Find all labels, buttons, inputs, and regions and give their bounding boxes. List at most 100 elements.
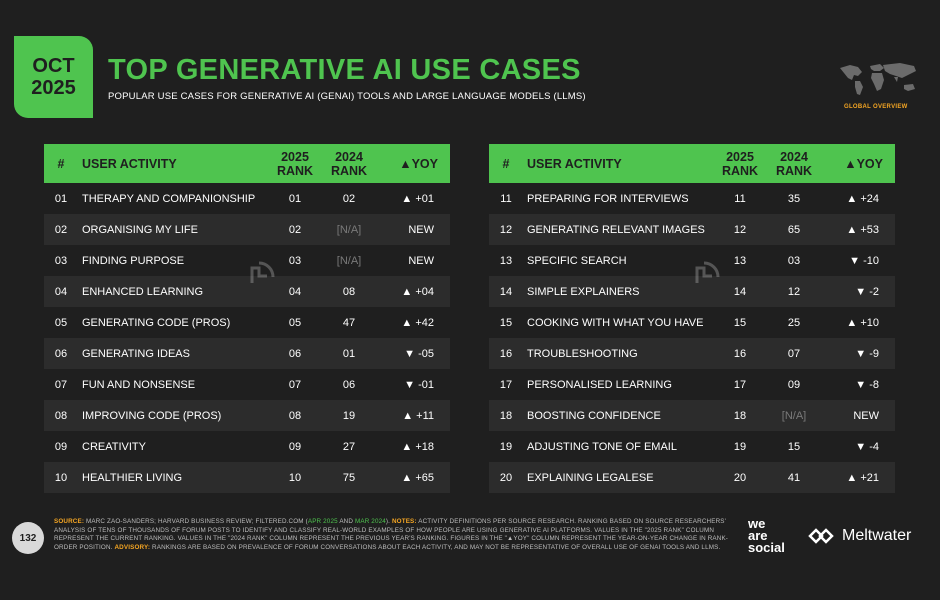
header-yoy: ▲YOY <box>399 156 438 171</box>
user-activity: FINDING PURPOSE <box>82 254 185 267</box>
user-activity: SPECIFIC SEARCH <box>527 254 627 267</box>
right-ranking-table: # USER ACTIVITY 2025 RANK 2024 RANK ▲YOY 1… <box>489 144 895 493</box>
yoy-change: ▼ -9 <box>855 347 879 360</box>
rank-2025: 17 <box>733 378 747 391</box>
header-2024-rank: 2024 RANK <box>330 149 368 178</box>
table-row: 04 ENHANCED LEARNING 04 08 ▲ +04 <box>44 276 450 307</box>
rank-2024: 75 <box>342 471 356 484</box>
table-row: 10 HEALTHIER LIVING 10 75 ▲ +65 <box>44 462 450 493</box>
user-activity: GENERATING RELEVANT IMAGES <box>527 223 705 236</box>
rank-number: 12 <box>499 223 513 236</box>
rank-2025: 01 <box>288 192 302 205</box>
user-activity: EXPLAINING LEGALESE <box>527 471 654 484</box>
watermark-icon <box>695 261 720 283</box>
rank-number: 16 <box>499 347 513 360</box>
table-row: 20 EXPLAINING LEGALESE 20 41 ▲ +21 <box>489 462 895 493</box>
rank-2024: 15 <box>787 440 801 453</box>
yoy-change: ▼ -10 <box>849 254 879 267</box>
page-subtitle: POPULAR USE CASES FOR GENERATIVE AI (GEN… <box>108 91 586 102</box>
table-row: 01 THERAPY AND COMPANIONSHIP 01 02 ▲ +01 <box>44 183 450 214</box>
rank-2025: 19 <box>733 440 747 453</box>
rank-2025: 11 <box>734 192 746 205</box>
rank-2025: 02 <box>288 223 302 236</box>
yoy-change: ▼ -01 <box>404 378 434 391</box>
user-activity: BOOSTING CONFIDENCE <box>527 409 661 422</box>
yoy-change: ▲ +65 <box>401 471 434 484</box>
table-row: 05 GENERATING CODE (PROS) 05 47 ▲ +42 <box>44 307 450 338</box>
user-activity: ENHANCED LEARNING <box>82 285 204 298</box>
rank-2025: 06 <box>288 347 302 360</box>
table-row: 07 FUN AND NONSENSE 07 06 ▼ -01 <box>44 369 450 400</box>
table-row: 18 BOOSTING CONFIDENCE 18 [N/A] NEW <box>489 400 895 431</box>
rank-2025: 07 <box>288 378 302 391</box>
rank-2024: 02 <box>342 192 356 205</box>
rank-2024: [N/A] <box>336 223 362 236</box>
rank-number: 11 <box>500 192 512 205</box>
rank-number: 06 <box>54 347 68 360</box>
rank-2024: [N/A] <box>781 409 807 422</box>
rank-2025: 08 <box>288 409 302 422</box>
yoy-change: ▲ +01 <box>401 192 434 205</box>
header-num: # <box>57 156 65 171</box>
yoy-change: NEW <box>853 409 879 422</box>
badge-month: OCT <box>32 55 75 77</box>
footer-notes: SOURCE: MARC ZAO-SANDERS; HARVARD BUSINE… <box>54 518 729 551</box>
rank-2025: 14 <box>733 285 747 298</box>
rank-2025: 03 <box>288 254 302 267</box>
user-activity: PREPARING FOR INTERVIEWS <box>527 192 689 205</box>
yoy-change: NEW <box>408 223 434 236</box>
table-row: 09 CREATIVITY 09 27 ▲ +18 <box>44 431 450 462</box>
table-row: 02 ORGANISING MY LIFE 02 [N/A] NEW <box>44 214 450 245</box>
yoy-change: ▲ +11 <box>402 409 434 422</box>
rank-2024: 12 <box>787 285 801 298</box>
rank-number: 03 <box>54 254 68 267</box>
rank-2024: 27 <box>342 440 356 453</box>
rank-2025: 13 <box>733 254 747 267</box>
yoy-change: ▲ +10 <box>846 316 879 329</box>
user-activity: THERAPY AND COMPANIONSHIP <box>82 192 256 205</box>
rank-number: 17 <box>499 378 513 391</box>
yoy-change: ▲ +53 <box>846 223 879 236</box>
table-header: # USER ACTIVITY 2025 RANK 2024 RANK ▲YOY <box>44 144 450 183</box>
yoy-change: ▲ +18 <box>401 440 434 453</box>
user-activity: SIMPLE EXPLAINERS <box>527 285 640 298</box>
page-title: TOP GENERATIVE AI USE CASES <box>108 54 581 86</box>
user-activity: CREATIVITY <box>82 440 146 453</box>
rank-number: 08 <box>54 409 68 422</box>
table-row: 12 GENERATING RELEVANT IMAGES 12 65 ▲ +53 <box>489 214 895 245</box>
rank-2025: 05 <box>288 316 302 329</box>
watermark-icon <box>250 261 275 283</box>
table-row: 08 IMPROVING CODE (PROS) 08 19 ▲ +11 <box>44 400 450 431</box>
rank-2024: 08 <box>342 285 356 298</box>
user-activity: ORGANISING MY LIFE <box>82 223 198 236</box>
badge-year: 2025 <box>31 77 76 99</box>
yoy-change: ▲ +04 <box>401 285 434 298</box>
user-activity: TROUBLESHOOTING <box>527 347 638 360</box>
user-activity: IMPROVING CODE (PROS) <box>82 409 222 422</box>
rank-2025: 18 <box>733 409 747 422</box>
yoy-change: ▼ -4 <box>855 440 879 453</box>
table-row: 13 SPECIFIC SEARCH 13 03 ▼ -10 <box>489 245 895 276</box>
rank-2025: 04 <box>288 285 302 298</box>
header-activity: USER ACTIVITY <box>527 156 622 171</box>
rank-2025: 09 <box>288 440 302 453</box>
rank-number: 07 <box>54 378 68 391</box>
header-yoy: ▲YOY <box>844 156 883 171</box>
rank-2025: 12 <box>733 223 747 236</box>
yoy-change: ▲ +24 <box>846 192 879 205</box>
we-are-social-logo: we are social <box>748 516 785 555</box>
yoy-change: ▼ -05 <box>404 347 434 360</box>
rank-2024: 09 <box>787 378 801 391</box>
header-num: # <box>502 156 510 171</box>
yoy-change: NEW <box>408 254 434 267</box>
rank-2025: 20 <box>733 471 747 484</box>
user-activity: FUN AND NONSENSE <box>82 378 196 391</box>
global-overview-label: GLOBAL OVERVIEW <box>844 104 908 110</box>
rank-2024: 35 <box>787 192 801 205</box>
meltwater-logo: Meltwater <box>808 527 911 545</box>
user-activity: COOKING WITH WHAT YOU HAVE <box>527 316 704 329</box>
table-row: 19 ADJUSTING TONE OF EMAIL 19 15 ▼ -4 <box>489 431 895 462</box>
rank-number: 05 <box>54 316 68 329</box>
rank-number: 13 <box>499 254 513 267</box>
table-row: 15 COOKING WITH WHAT YOU HAVE 15 25 ▲ +10 <box>489 307 895 338</box>
